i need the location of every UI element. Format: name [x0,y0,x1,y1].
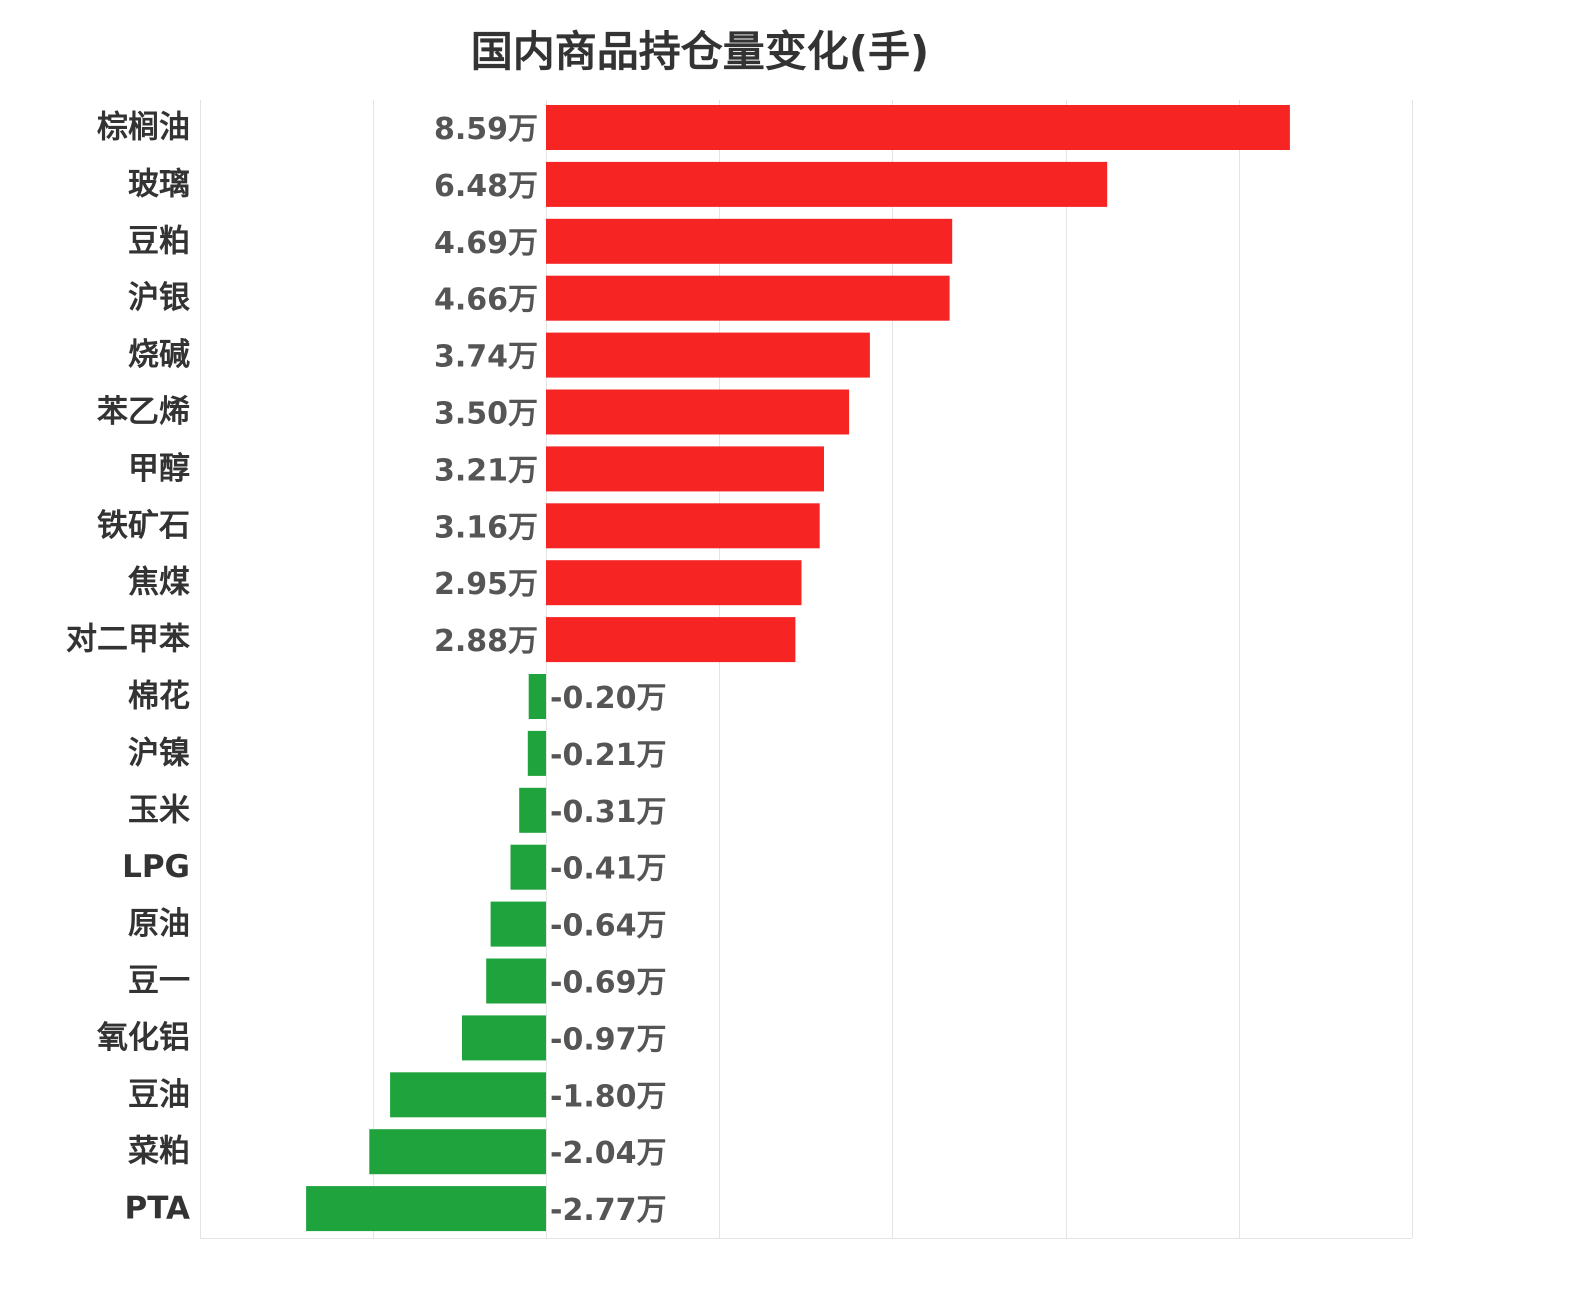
category-label: LPG [122,849,190,885]
category-label: 沪镍 [128,735,190,771]
value-label: 8.59万 [434,112,538,147]
bar-19 [306,1186,546,1232]
value-label: 3.16万 [434,510,538,545]
bar-10 [528,674,546,719]
value-label: 4.66万 [434,283,538,318]
category-label: 玉米 [128,792,190,828]
value-label: -0.69万 [550,966,666,1001]
bar-4 [546,332,870,378]
category-label: 豆粕 [128,223,190,259]
category-label: 豆油 [128,1077,190,1113]
category-label: 玻璃 [128,166,190,202]
value-label: 4.69万 [434,226,538,261]
category-label: 焦煤 [128,565,190,601]
value-label: 3.50万 [434,397,538,432]
category-label: 氧化铝 [97,1020,190,1056]
bar-3 [546,275,950,321]
category-label: 棕榈油 [97,110,190,146]
bar-16 [462,1015,546,1061]
value-label: -0.41万 [550,852,666,887]
bar-13 [510,844,546,890]
bar-18 [369,1129,546,1175]
bar-7 [546,503,820,549]
category-label: 棉花 [128,679,190,715]
value-label: -0.20万 [550,681,666,716]
bar-5 [546,389,850,435]
bar-12 [519,787,546,833]
bar-1 [546,161,1108,207]
category-label: 豆一 [128,963,190,999]
bar-14 [490,901,546,947]
category-label: 沪银 [128,280,190,316]
bar-6 [546,446,824,492]
value-label: -2.77万 [550,1193,666,1228]
bar-9 [546,617,796,663]
chart-title: 国内商品持仓量变化(手) [470,27,930,76]
bar-17 [390,1072,546,1118]
value-label: 2.95万 [434,567,538,602]
category-label: 铁矿石 [97,508,190,544]
category-label: 甲醇 [128,451,190,487]
category-label: 对二甲苯 [66,622,190,658]
value-label: 6.48万 [434,169,538,204]
bar-2 [546,218,953,264]
value-label: -0.64万 [550,909,666,944]
bars [306,105,1290,1232]
category-label: PTA [125,1191,190,1227]
category-label: 原油 [128,906,190,942]
bar-0 [546,105,1290,150]
value-label: -0.21万 [550,738,666,773]
value-label: 2.88万 [434,624,538,659]
category-label: 菜粕 [128,1134,190,1170]
grid-lines [200,100,1413,1239]
bar-11 [527,730,546,776]
value-label: 3.21万 [434,453,538,488]
value-label: 3.74万 [434,340,538,375]
bar-15 [486,958,546,1004]
value-labels: 8.59万 6.48万 4.69万 4.66万 3.74万 3.50万 3.21万 3.16万… [434,112,667,1228]
value-label: -1.80万 [550,1079,666,1114]
value-label: -2.04万 [550,1136,666,1171]
category-label: 苯乙烯 [97,394,190,430]
value-label: -0.31万 [550,795,666,830]
bar-8 [546,560,802,606]
category-label: 烧碱 [128,337,190,373]
value-label: -0.97万 [550,1022,666,1057]
